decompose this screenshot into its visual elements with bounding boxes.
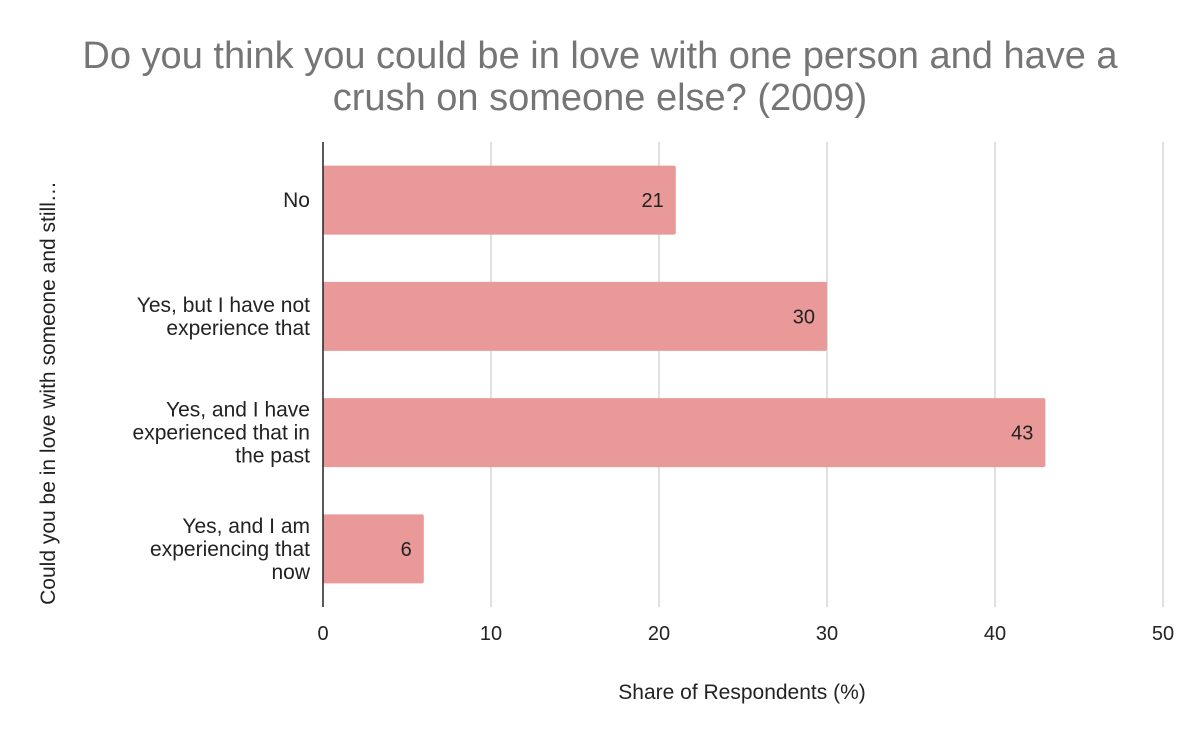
- category-label: experiencing that: [150, 538, 310, 561]
- data-label: 6: [401, 539, 412, 561]
- category-label: Yes, and I have: [166, 399, 310, 422]
- bar: [323, 514, 424, 584]
- x-tick-labels: 0 10 20 30 40 50: [317, 623, 1174, 645]
- chart-title-line-1: Do you think you could be in love with o…: [82, 35, 1118, 77]
- category-label: No: [283, 189, 310, 212]
- category-label: experienced that in: [133, 422, 310, 445]
- data-label: 21: [642, 190, 664, 212]
- bar: [323, 398, 1046, 468]
- bar: [323, 281, 827, 351]
- category-label: Yes, but I have not: [137, 294, 310, 317]
- x-tick-label: 50: [1152, 623, 1174, 645]
- bars: 21 30 43 6: [323, 165, 1046, 584]
- data-label: 43: [1011, 423, 1033, 445]
- x-tick-label: 20: [648, 623, 670, 645]
- category-label: now: [271, 561, 310, 584]
- y-axis-title: Could you be in love with someone and st…: [37, 181, 60, 605]
- category-label: experience that: [166, 317, 310, 340]
- x-tick-label: 40: [984, 623, 1006, 645]
- x-tick-label: 10: [480, 623, 502, 645]
- x-axis-title: Share of Respondents (%): [618, 681, 865, 704]
- data-label: 30: [793, 306, 815, 328]
- x-tick-label: 0: [317, 623, 328, 645]
- category-label: the past: [235, 445, 310, 468]
- x-tick-label: 30: [816, 623, 838, 645]
- bar: [323, 165, 676, 235]
- chart-title-line-2: crush on someone else? (2009): [333, 77, 867, 119]
- category-label: Yes, and I am: [182, 515, 310, 538]
